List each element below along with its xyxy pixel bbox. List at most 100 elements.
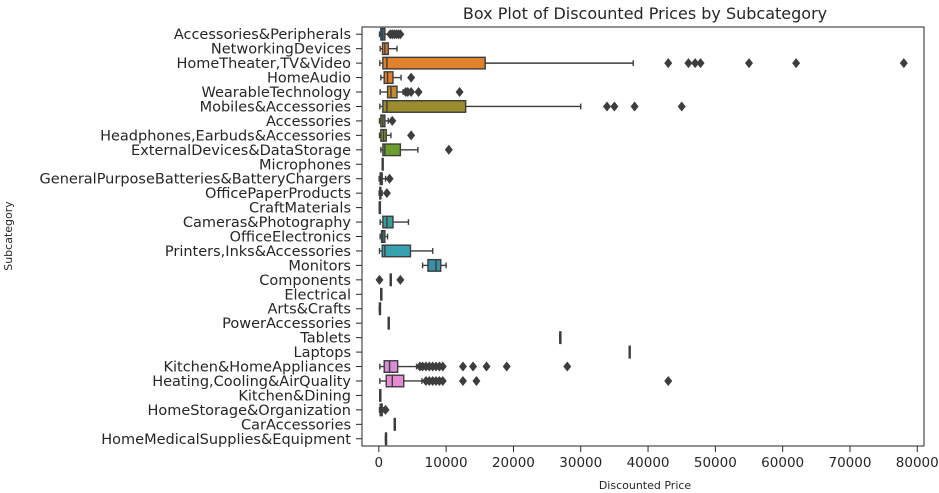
outlier-point <box>382 188 391 199</box>
outlier-point <box>696 58 705 69</box>
box-group <box>380 71 416 85</box>
category-label: HomeTheater,TV&Video <box>176 56 351 72</box>
category-label: Electrical <box>284 287 351 303</box>
box-iqr <box>383 71 394 85</box>
category-label: ExternalDevices&DataStorage <box>131 143 351 159</box>
x-tick-label: 60000 <box>761 455 804 471</box>
box-iqr <box>382 99 467 113</box>
outlier-point <box>482 361 491 372</box>
category-label: Monitors <box>288 258 351 274</box>
category-label: Heating,Cooling&AirQuality <box>152 374 351 390</box>
outlier-point <box>610 101 619 112</box>
x-tick-label: 30000 <box>559 455 602 471</box>
box-group <box>628 345 631 359</box>
outlier-point <box>455 87 464 98</box>
box-iqr <box>382 56 486 70</box>
plot-frame <box>361 26 925 447</box>
box-group <box>379 56 908 70</box>
category-label: OfficePaperProducts <box>205 186 351 202</box>
box-group <box>379 230 389 243</box>
outlier-point <box>444 144 453 155</box>
box-iqr <box>385 374 405 388</box>
category-label: Kitchen&HomeAppliances <box>163 360 351 376</box>
outlier-point <box>388 115 397 126</box>
category-label: Cameras&Photography <box>183 215 352 231</box>
box-iqr <box>381 244 412 258</box>
box-group <box>379 360 572 374</box>
outlier-point <box>630 101 639 112</box>
category-label: PowerAccessories <box>222 316 351 332</box>
outlier-point <box>407 130 416 141</box>
box-group <box>559 331 562 345</box>
box-group <box>378 302 382 316</box>
x-axis-label: Discounted Price <box>599 479 692 492</box>
box-group <box>393 417 397 431</box>
box-group <box>378 186 391 200</box>
category-label: Mobiles&Accessories <box>200 99 351 115</box>
x-tick-label: 10000 <box>425 455 468 471</box>
category-label: Microphones <box>259 157 351 173</box>
outlier-point <box>438 375 447 386</box>
outlier-point <box>396 29 405 40</box>
x-tick-label: 50000 <box>694 455 737 471</box>
category-label: Components <box>259 273 351 289</box>
box-group <box>378 403 390 417</box>
box-group <box>380 143 453 157</box>
box-group <box>379 99 686 113</box>
outlier-point <box>385 173 394 184</box>
outlier-point <box>407 72 416 83</box>
category-label: HomeMedicalSupplies&Equipment <box>101 432 351 448</box>
box-iqr <box>386 85 398 99</box>
box-group <box>378 201 382 215</box>
category-label: HomeAudio <box>267 71 351 87</box>
category-label: WearableTechnology <box>201 85 351 101</box>
category-labels: Accessories&PeripheralsNetworkingDevices… <box>40 27 362 448</box>
boxes-layer <box>375 27 908 446</box>
outlier-point <box>899 58 908 69</box>
category-label: Accessories&Peripherals <box>174 27 351 43</box>
x-tick-label: 0 <box>375 455 384 471</box>
outlier-point <box>381 404 390 415</box>
box-group <box>375 273 405 287</box>
box-iqr <box>382 215 394 229</box>
category-label: Accessories <box>266 114 351 130</box>
box-group <box>421 258 447 272</box>
box-group <box>387 316 390 330</box>
category-label: Tablets <box>299 331 351 347</box>
outlier-point <box>745 58 754 69</box>
outlier-point <box>407 87 416 98</box>
box-iqr <box>427 258 442 272</box>
box-group <box>379 388 382 402</box>
box-group <box>378 27 405 41</box>
box-group <box>384 432 388 446</box>
x-tick-label: 80000 <box>896 455 939 471</box>
outlier-point <box>414 87 423 98</box>
category-label: OfficeElectronics <box>230 230 351 246</box>
outlier-point <box>684 58 693 69</box>
box-group <box>379 85 464 99</box>
category-label: NetworkingDevices <box>211 42 351 58</box>
category-label: Arts&Crafts <box>268 302 352 318</box>
category-label: CarAccessories <box>241 417 351 433</box>
box-group <box>379 374 673 388</box>
category-label: HomeStorage&Organization <box>147 403 351 419</box>
outlier-point <box>472 375 481 386</box>
outlier-point <box>677 101 686 112</box>
category-label: Laptops <box>294 345 351 361</box>
outlier-point <box>375 274 384 285</box>
y-axis-label: Subcategory <box>2 201 15 271</box>
outlier-point <box>396 274 405 285</box>
outlier-point <box>438 361 447 372</box>
box-group <box>379 42 398 56</box>
x-tick-label: 70000 <box>828 455 871 471</box>
category-label: Kitchen&Dining <box>238 388 351 404</box>
category-label: GeneralPurposeBatteries&BatteryChargers <box>40 172 351 188</box>
x-tick-label: 40000 <box>627 455 670 471</box>
outlier-point <box>664 58 673 69</box>
box-group <box>381 157 384 171</box>
outlier-point <box>664 375 673 386</box>
outlier-point <box>602 101 611 112</box>
outlier-point <box>469 361 478 372</box>
x-tick-label: 20000 <box>492 455 535 471</box>
